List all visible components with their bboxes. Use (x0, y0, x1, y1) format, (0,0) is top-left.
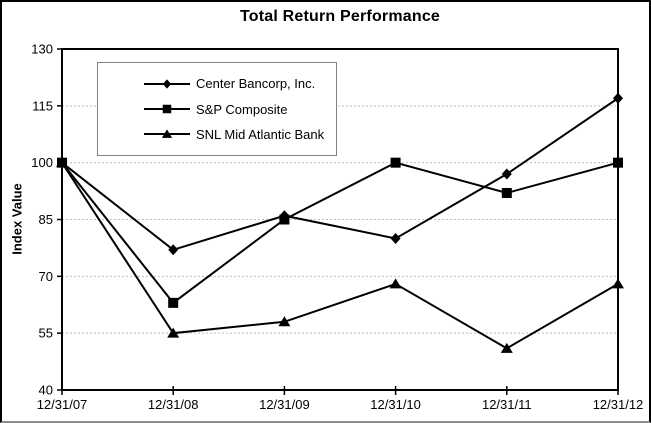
square-marker-icon (144, 104, 190, 114)
x-tick-label: 12/31/10 (370, 397, 421, 412)
legend-label: S&P Composite (196, 101, 288, 117)
y-tick-label: 85 (39, 212, 53, 227)
x-tick-label: 12/31/08 (148, 397, 199, 412)
y-tick-label: 115 (32, 98, 53, 113)
y-tick-label: 55 (39, 326, 53, 341)
square-data-point-marker (279, 214, 290, 225)
legend: Center Bancorp, Inc. S&P Composite SNL M… (97, 62, 337, 156)
triangle-data-point-marker (612, 278, 624, 289)
diamond-marker-icon (144, 79, 190, 89)
triangle-marker-icon (161, 129, 173, 139)
diamond-data-point-marker (168, 244, 179, 256)
plot-frame (61, 48, 619, 391)
y-tick-label: 130 (31, 42, 53, 57)
series-line (61, 97, 619, 251)
x-tick-label: 12/31/11 (482, 397, 532, 412)
y-tick-label: 100 (31, 155, 53, 170)
legend-label: Center Bancorp, Inc. (196, 76, 316, 92)
triangle-marker-icon (144, 129, 190, 139)
triangle-data-point-marker (278, 316, 291, 327)
x-tick-label: 12/31/09 (259, 397, 310, 412)
chart-title: Total Return Performance (239, 8, 441, 25)
square-data-point-marker (390, 157, 401, 168)
diamond-data-point-marker (613, 92, 623, 104)
square-data-point-marker (501, 187, 512, 198)
legend-item-center-bancorp: Center Bancorp, Inc. (144, 76, 332, 91)
triangle-data-point-marker (500, 342, 513, 353)
y-tick-label: 40 (39, 383, 53, 398)
triangle-data-point-marker (167, 327, 180, 338)
legend-label: SNL Mid Atlantic Bank (196, 126, 325, 142)
y-tick-label: 70 (39, 269, 53, 284)
square-data-point-marker (613, 157, 623, 168)
triangle-data-point-marker (389, 278, 402, 289)
legend-item-snl-mid-atlantic: SNL Mid Atlantic Bank (144, 127, 332, 142)
legend-item-sp-composite: S&P Composite (144, 102, 332, 117)
x-tick-label: 12/31/12 (593, 397, 644, 412)
series-line (61, 162, 619, 350)
diamond-marker-icon (162, 79, 172, 89)
x-tick-label: 12/31/07 (37, 397, 88, 412)
diamond-data-point-marker (390, 232, 401, 244)
triangle-data-point-marker (56, 157, 68, 168)
square-marker-icon (162, 104, 172, 114)
diamond-data-point-marker (501, 168, 512, 180)
series-line (61, 161, 619, 305)
square-data-point-marker (168, 297, 179, 308)
